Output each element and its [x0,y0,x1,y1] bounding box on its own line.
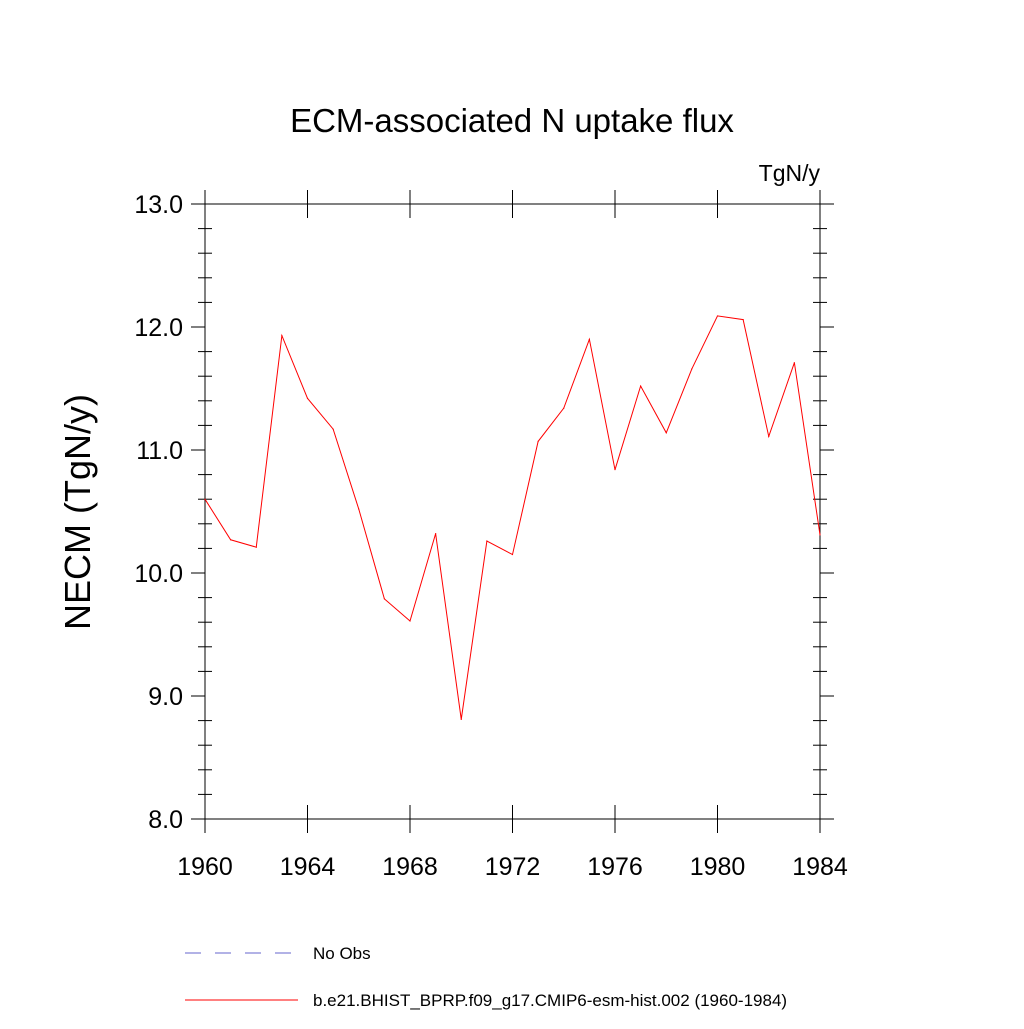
series-line [204,315,821,720]
y-axis-label: NECM (TgN/y) [57,394,98,630]
series-group [204,315,821,720]
legend: No Obs b.e21.BHIST_BPRP.f09_g17.CMIP6-es… [185,944,787,1010]
x-tick-label: 1984 [792,853,848,881]
legend-label-no-obs: No Obs [313,944,371,963]
y-tick-label: 9.0 [148,683,183,711]
y-axis-ticks: 8.0 9.0 10.0 11.0 12.0 13.0 [134,191,834,834]
legend-label-model: b.e21.BHIST_BPRP.f09_g17.CMIP6-esm-hist.… [313,991,787,1010]
data-point [383,598,385,600]
data-point [614,469,616,471]
data-point [435,533,437,535]
x-tick-label: 1964 [280,853,336,881]
y-tick-label: 12.0 [134,314,183,342]
x-tick-label: 1968 [382,853,438,881]
data-point [281,335,283,337]
data-point [255,546,257,548]
data-point [358,508,360,510]
data-point [563,407,565,409]
x-tick-label: 1976 [587,853,643,881]
data-point [819,534,821,536]
data-point [691,368,693,370]
data-point [332,428,334,430]
data-point [409,620,411,622]
units-label: TgN/y [759,160,821,186]
data-point [716,315,719,317]
x-tick-label: 1972 [485,853,541,881]
data-point [486,540,488,542]
data-point [768,435,770,438]
data-point [742,319,744,321]
y-tick-label: 13.0 [134,191,183,219]
x-axis-ticks: 1960 1964 1968 1972 1976 1980 1984 [177,190,848,881]
data-point [537,440,539,442]
data-point [306,397,309,399]
data-point [230,539,232,541]
data-point [204,498,206,500]
chart-title: ECM-associated N uptake flux [290,102,734,139]
y-tick-label: 11.0 [136,437,183,465]
y-tick-label: 10.0 [134,560,183,588]
data-point [588,338,590,340]
data-point [665,432,667,434]
data-point [511,553,514,556]
data-point [793,362,795,364]
y-tick-label: 8.0 [148,806,183,834]
data-point [640,385,642,387]
x-tick-label: 1960 [177,853,233,881]
x-tick-label: 1980 [690,853,746,881]
plot-frame [204,203,821,820]
data-point [460,718,462,720]
